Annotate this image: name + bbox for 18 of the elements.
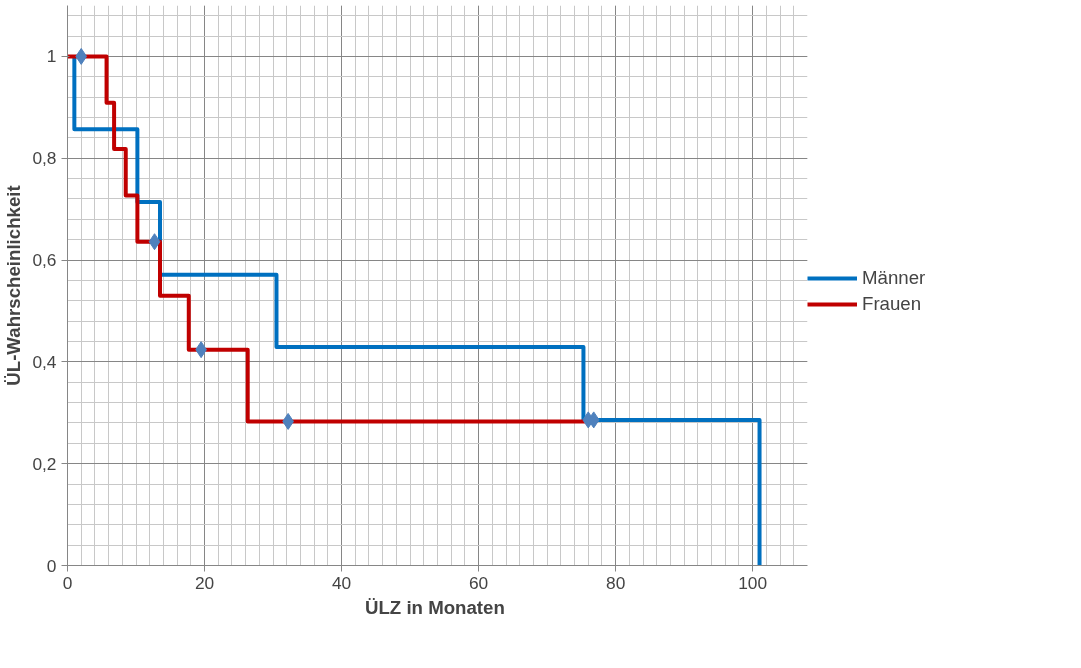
y-tick-label: 0,6 bbox=[32, 250, 57, 271]
y-tick-label: 1 bbox=[46, 46, 57, 67]
x-tick-label: 20 bbox=[194, 572, 215, 593]
y-tick-label: 0,8 bbox=[32, 148, 57, 169]
point bbox=[75, 47, 88, 65]
x-tick-label: 60 bbox=[468, 572, 489, 593]
x-tick-label: 40 bbox=[331, 572, 352, 593]
x-axis-title: ÜLZ in Monaten bbox=[364, 596, 505, 618]
x-tick-label: 80 bbox=[606, 572, 626, 593]
y-tick-label: 0,4 bbox=[32, 351, 57, 372]
legend-label: Männer bbox=[862, 267, 926, 289]
point bbox=[148, 233, 161, 251]
y-tick-label: 0,2 bbox=[32, 453, 57, 474]
y-axis-title: ÜL-Wahrscheinlichkeit bbox=[3, 185, 25, 386]
legend-label: Frauen bbox=[862, 293, 922, 315]
x-tick-label: 0 bbox=[62, 572, 73, 593]
y-tick-label: 0 bbox=[46, 555, 57, 576]
x-tick-label: 100 bbox=[738, 572, 768, 593]
